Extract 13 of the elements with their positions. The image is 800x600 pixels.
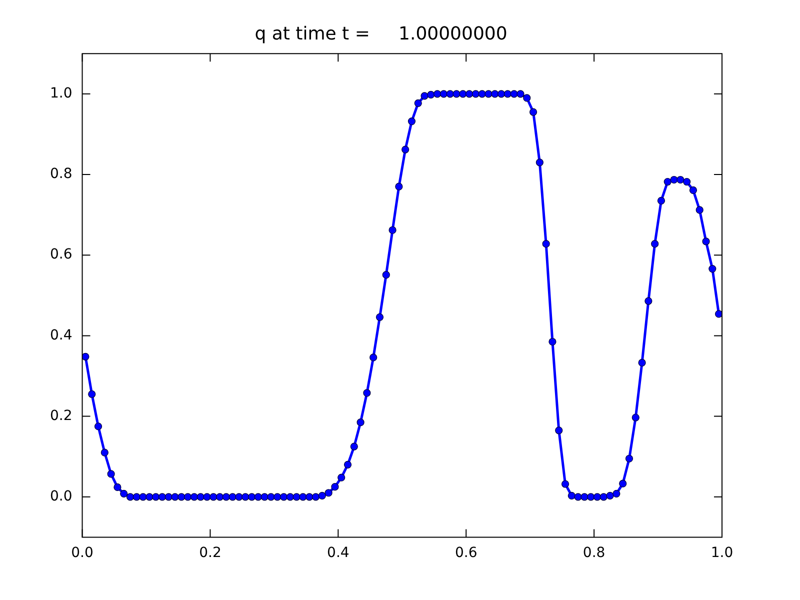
x-tick-label: 0.8 [582, 545, 606, 562]
x-tick-label: 0.2 [199, 545, 222, 562]
x-tick-label: 1.0 [710, 545, 734, 562]
chart-title: q at time t = 1.00000000 [254, 23, 508, 44]
y-tick-label: 0.2 [50, 408, 72, 424]
x-tick-label: 0.4 [327, 545, 350, 562]
x-tick-label: 0.6 [454, 545, 478, 562]
x-tick-label: 0.0 [71, 545, 94, 562]
y-tick-label: 0.4 [50, 327, 72, 344]
y-tick-label: 0.0 [50, 488, 72, 505]
y-tick-label: 0.6 [50, 246, 72, 263]
y-tick-label: 1.0 [50, 86, 72, 102]
y-tick-label: 0.8 [50, 166, 72, 182]
